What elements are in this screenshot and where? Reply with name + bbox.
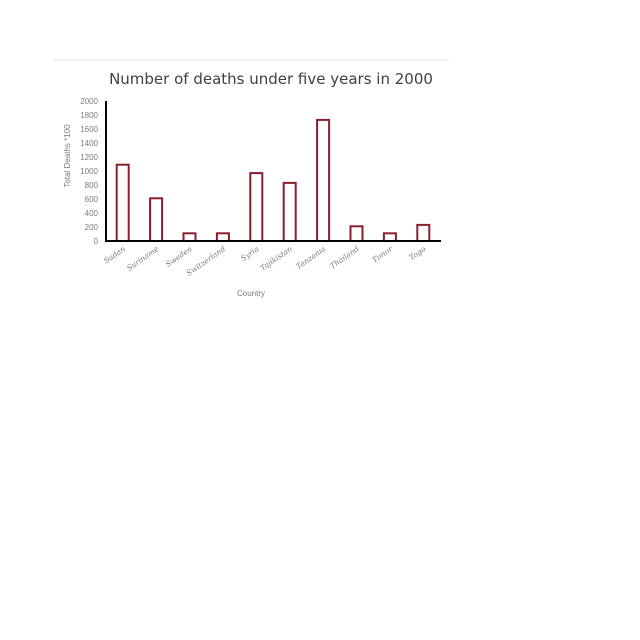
bar xyxy=(282,181,297,242)
y-tick-label: 200 xyxy=(85,223,99,232)
bar xyxy=(115,163,130,242)
bar xyxy=(316,118,331,242)
x-tick-label: Suriname xyxy=(125,244,161,273)
x-tick-label: Togo xyxy=(407,244,428,262)
y-tick-label: 2000 xyxy=(80,97,98,106)
bar xyxy=(249,172,264,243)
y-tick-label: 1800 xyxy=(80,111,98,120)
y-tick-label: 1400 xyxy=(80,139,98,148)
y-axis-title: Total Deaths *100 xyxy=(63,124,72,188)
x-tick-label: Sweden xyxy=(164,244,194,269)
x-tick-label: Tajikistan xyxy=(259,244,294,273)
x-tick-label: Sudan xyxy=(102,244,127,265)
bars xyxy=(115,118,431,243)
bar xyxy=(382,232,397,243)
y-tick-label: 600 xyxy=(85,195,99,204)
x-axis-title: Country xyxy=(237,289,265,298)
bar xyxy=(215,232,230,243)
x-tick-label: Thailand xyxy=(328,244,361,271)
x-tick-label: Tanzania xyxy=(294,244,327,271)
y-tick-label: 1200 xyxy=(80,153,98,162)
bar xyxy=(416,223,431,242)
y-tick-label: 1600 xyxy=(80,125,98,134)
x-tick-label: Syria xyxy=(239,244,260,263)
y-tick-label: 1000 xyxy=(80,167,98,176)
y-tick-label: 0 xyxy=(94,237,99,246)
bar xyxy=(182,232,197,243)
x-tick-label: Timor xyxy=(370,244,394,265)
y-tick-label: 800 xyxy=(85,181,99,190)
chart-title: Number of deaths under five years in 200… xyxy=(109,70,433,88)
bar xyxy=(149,197,164,243)
y-tick-label: 400 xyxy=(85,209,99,218)
y-axis-ticks: 0 200 400 600 800 1000 1200 1400 1600 1800 2000 xyxy=(80,97,98,246)
bar xyxy=(349,225,364,243)
